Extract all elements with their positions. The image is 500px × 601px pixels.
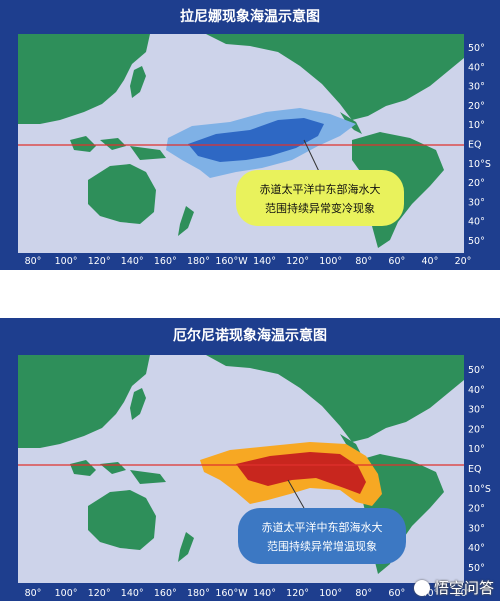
paw-logo-icon xyxy=(413,579,430,596)
x-tick-label: 140° xyxy=(121,588,144,599)
x-tick-label: 100° xyxy=(319,256,342,267)
y-tick-label: 40° xyxy=(468,385,485,396)
y-tick-label: 40° xyxy=(468,62,485,73)
north-america-land xyxy=(206,355,464,442)
callout-line-2: 范围持续异常增温现象 xyxy=(267,539,377,553)
japan-land xyxy=(130,388,146,420)
new-guinea-land xyxy=(130,470,166,484)
callout-pointer xyxy=(287,479,305,509)
asia-land xyxy=(18,355,150,448)
landmasses xyxy=(18,34,464,248)
y-axis-labels: 50° 40° 30° 20° 10° EQ 10°S 20° 30° 40° 50° xyxy=(468,43,491,247)
x-tick-label: 160°W xyxy=(215,588,248,599)
y-tick-label: 40° xyxy=(468,543,485,554)
x-tick-label: 80° xyxy=(355,588,372,599)
y-tick-label: 20° xyxy=(468,424,485,435)
callout-line-1: 赤道太平洋中东部海水大 xyxy=(262,520,383,534)
x-tick-label: 80° xyxy=(355,256,372,267)
callout-line-2: 范围持续异常变冷现象 xyxy=(265,201,375,215)
y-tick-label: 10° xyxy=(468,120,485,131)
y-tick-label: 50° xyxy=(468,365,485,376)
map-title: 厄尔尼诺现象海温示意图 xyxy=(173,327,327,344)
y-tick-label: EQ xyxy=(468,464,481,475)
new-zealand-land xyxy=(178,206,194,236)
y-tick-label: 50° xyxy=(468,236,485,247)
x-tick-label: 160°W xyxy=(215,256,248,267)
map-title: 拉尼娜现象海温示意图 xyxy=(180,8,320,25)
y-tick-label: 30° xyxy=(468,405,485,416)
x-tick-label: 140° xyxy=(253,256,276,267)
warm-anomaly-inner xyxy=(236,452,366,494)
asia-land xyxy=(18,34,150,124)
y-tick-label: EQ xyxy=(468,140,481,151)
x-tick-label: 40° xyxy=(422,588,439,599)
y-tick-label: 30° xyxy=(468,82,485,93)
callout-box xyxy=(236,170,404,226)
x-tick-label: 120° xyxy=(286,256,309,267)
x-tick-label: 120° xyxy=(286,588,309,599)
x-tick-label: 100° xyxy=(319,588,342,599)
x-tick-label: 120° xyxy=(88,256,111,267)
callout-box xyxy=(238,508,406,564)
y-tick-label: 20° xyxy=(468,504,485,515)
x-tick-label: 80° xyxy=(25,256,42,267)
x-tick-label: 20° xyxy=(455,588,472,599)
el-nino-map: 厄尔尼诺现象海温示意图 赤道太平洋中东部海水大 范围持续异常增温现象 80° 10… xyxy=(0,318,500,601)
el-nino-panel: 厄尔尼诺现象海温示意图 赤道太平洋中东部海水大 范围持续异常增温现象 80° 10… xyxy=(0,318,500,601)
y-tick-label: 20° xyxy=(468,101,485,112)
y-tick-label: 10°S xyxy=(468,159,491,170)
australia-land xyxy=(88,164,156,224)
australia-land xyxy=(88,490,156,550)
x-tick-label: 100° xyxy=(55,588,78,599)
y-tick-label: 50° xyxy=(468,43,485,54)
borneo-land xyxy=(100,138,126,150)
y-tick-label: 50° xyxy=(468,563,485,574)
y-axis-labels: 50° 40° 30° 20° 10° EQ 10°S 20° 30° 40° 50° xyxy=(468,365,491,574)
x-tick-label: 100° xyxy=(55,256,78,267)
callout-line-1: 赤道太平洋中东部海水大 xyxy=(260,182,381,196)
x-tick-label: 180° xyxy=(187,256,210,267)
y-tick-label: 30° xyxy=(468,197,485,208)
x-tick-label: 140° xyxy=(253,588,276,599)
la-nina-panel: 拉尼娜现象海温示意图 赤道太平洋中东部海 xyxy=(0,0,500,270)
japan-land xyxy=(130,66,146,98)
y-tick-label: 30° xyxy=(468,523,485,534)
x-tick-label: 160° xyxy=(154,256,177,267)
x-tick-label: 20° xyxy=(455,256,472,267)
x-tick-label: 160° xyxy=(154,588,177,599)
x-tick-label: 40° xyxy=(422,256,439,267)
x-tick-label: 140° xyxy=(121,256,144,267)
north-america-land xyxy=(206,34,464,120)
cold-anomaly-inner xyxy=(188,118,324,162)
y-tick-label: 40° xyxy=(468,217,485,228)
x-tick-label: 80° xyxy=(25,588,42,599)
x-tick-label: 60° xyxy=(388,588,405,599)
indonesia-land xyxy=(70,136,96,152)
new-zealand-land xyxy=(178,532,194,562)
x-tick-label: 60° xyxy=(388,256,405,267)
x-tick-label: 180° xyxy=(187,588,210,599)
x-tick-label: 120° xyxy=(88,588,111,599)
new-guinea-land xyxy=(130,146,166,160)
y-tick-label: 10° xyxy=(468,444,485,455)
x-axis-labels: 80° 100° 120° 140° 160° 180° 160°W 140° 120° 100°… xyxy=(25,256,472,267)
y-tick-label: 10°S xyxy=(468,484,491,495)
watermark-text: 悟空问答 xyxy=(433,579,494,597)
indonesia-land xyxy=(70,460,96,476)
y-tick-label: 20° xyxy=(468,178,485,189)
x-axis-labels: 80° 100° 120° 140° 160° 180° 160°W 140° 120° 100°… xyxy=(25,588,472,599)
watermark: 悟空问答 xyxy=(413,577,494,598)
la-nina-map: 拉尼娜现象海温示意图 赤道太平洋中东部海 xyxy=(0,0,500,270)
